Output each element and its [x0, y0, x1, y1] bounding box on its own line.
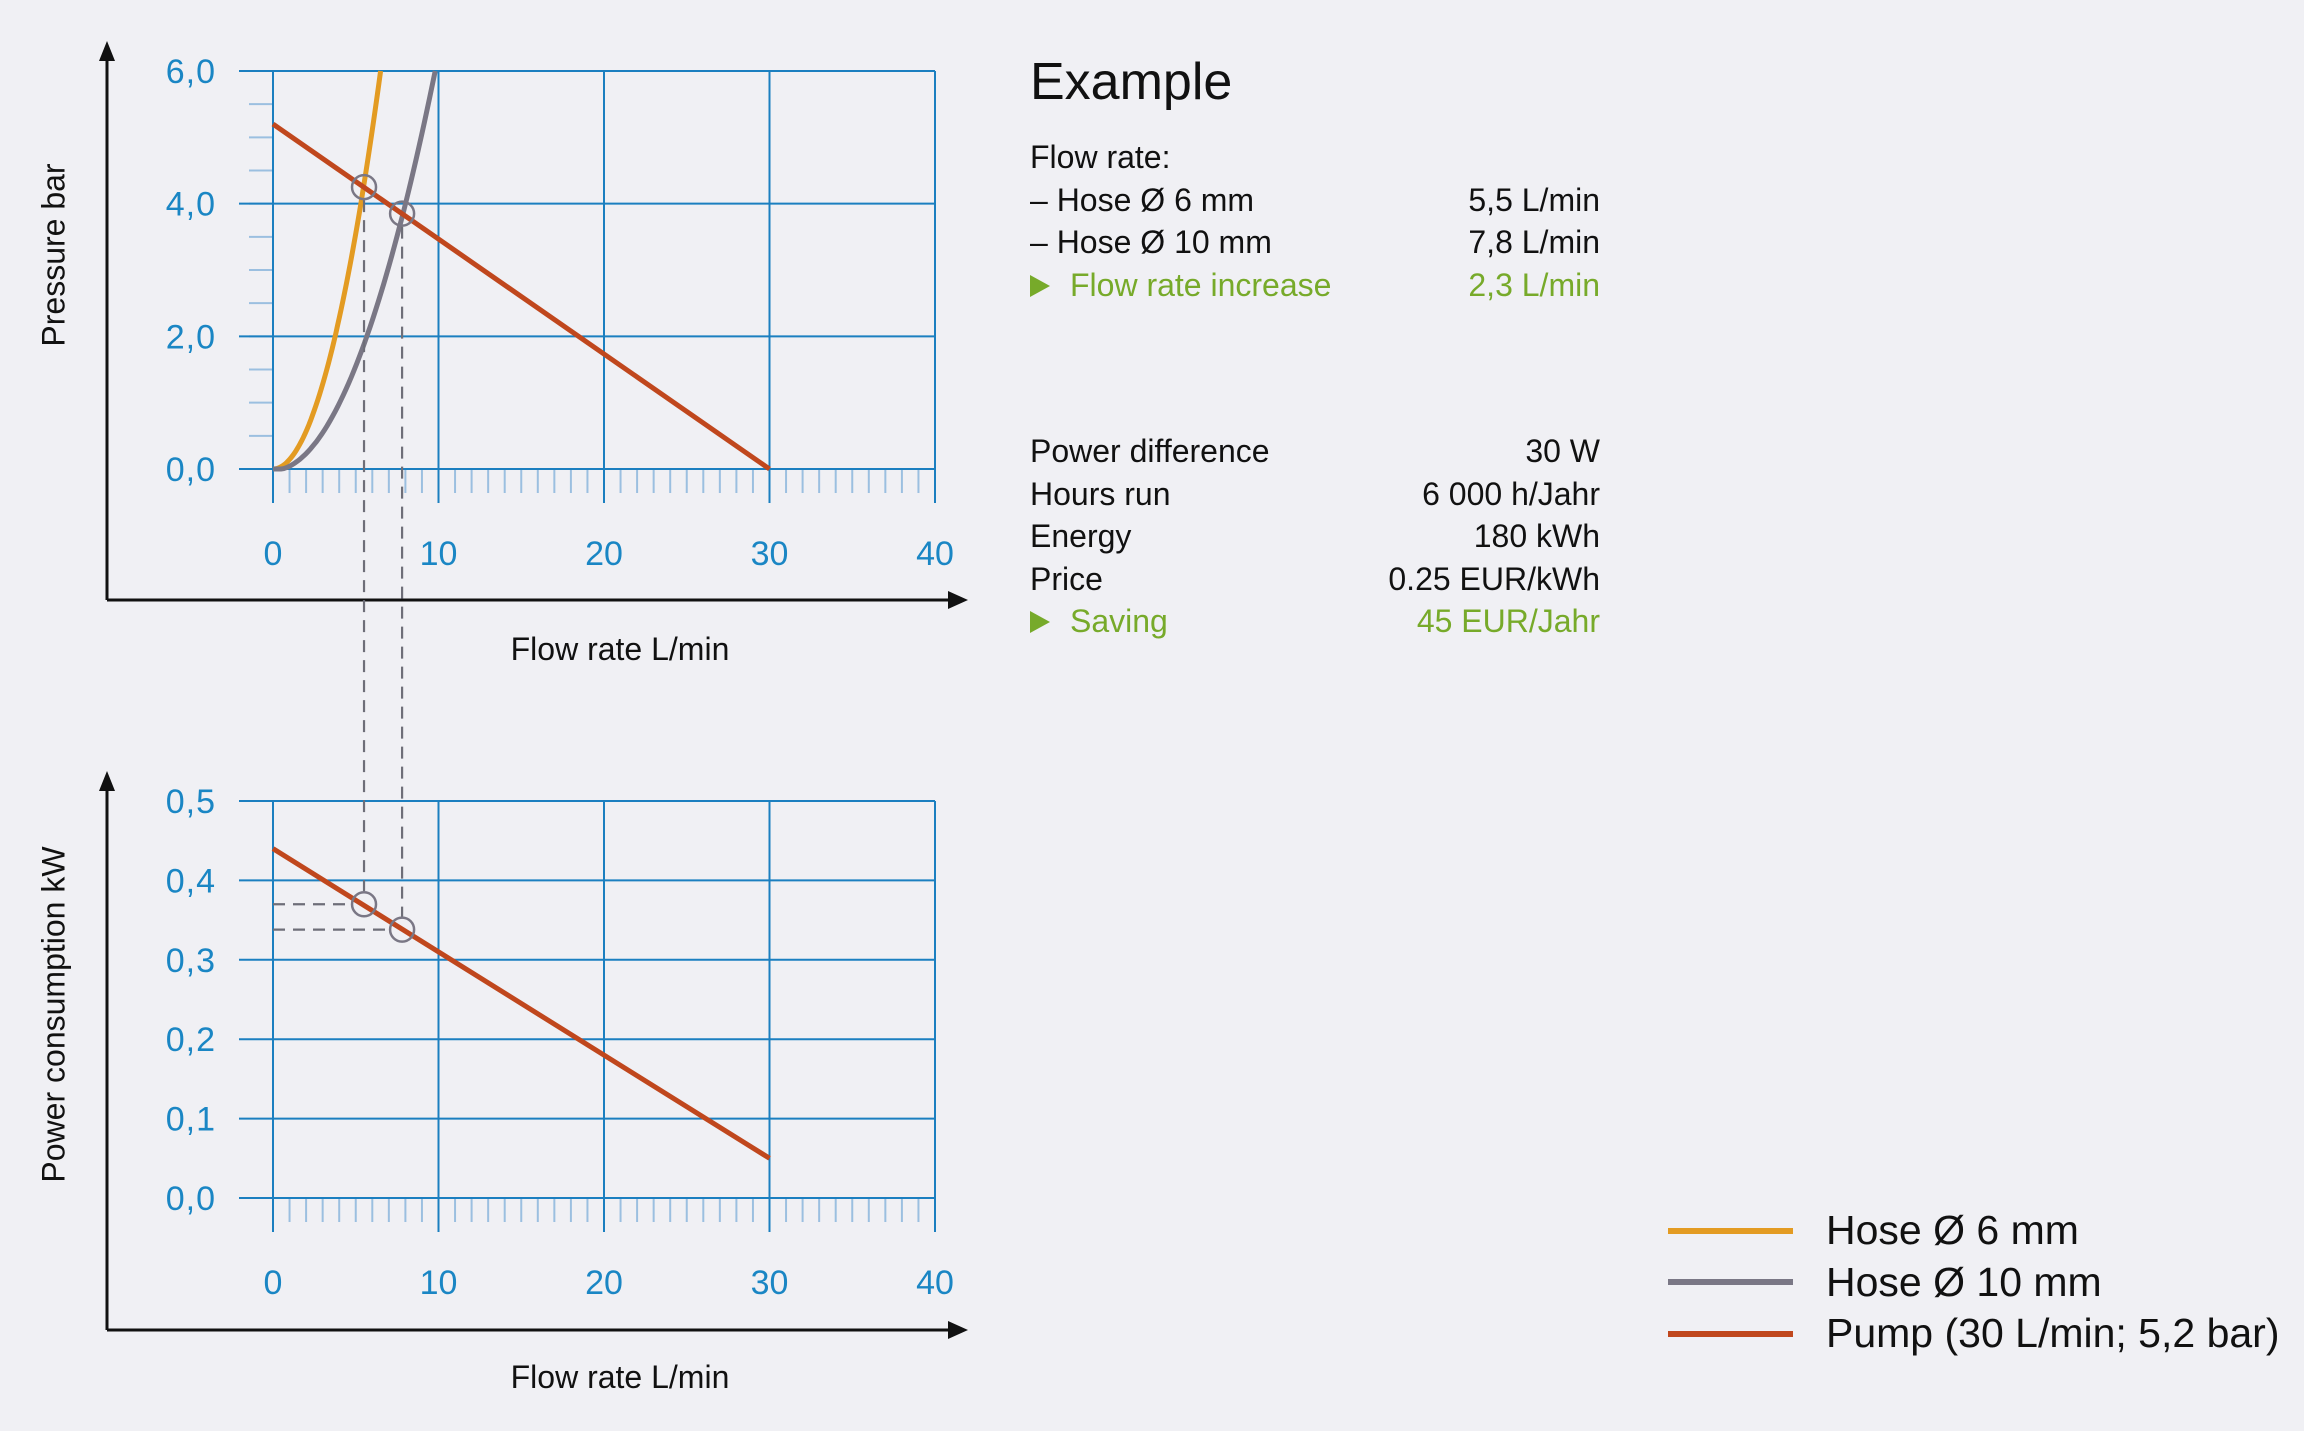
y-axis-arrow-icon	[99, 771, 115, 791]
y-axis-arrow-icon	[99, 41, 115, 61]
row-value: 30 W	[1525, 433, 1600, 469]
y-tick-label: 0,4	[166, 862, 216, 900]
row-value: 0.25 EUR/kWh	[1388, 560, 1600, 597]
flow-row: – Hose Ø 6 mm 5,5 L/min	[1030, 179, 1600, 222]
x-tick-label: 0	[264, 535, 283, 573]
y-tick-label: 0,3	[166, 942, 216, 980]
cost-result-row: Saving 45 EUR/Jahr	[1030, 600, 1600, 643]
legend-swatch	[1668, 1279, 1793, 1286]
x-tick-label: 10	[420, 1264, 458, 1302]
row-label: Hours run	[1030, 475, 1171, 512]
pump-line	[271, 122, 771, 472]
x-tick-label: 30	[751, 535, 789, 573]
legend-swatch	[1668, 1330, 1793, 1337]
y-tick-label: 6,0	[166, 53, 216, 91]
x-axis-label: Flow rate L/min	[511, 1359, 730, 1395]
flow-row: – Hose Ø 10 mm 7,8 L/min	[1030, 221, 1600, 264]
row-value: 7,8 L/min	[1468, 224, 1600, 260]
operating-point-marker	[350, 890, 378, 918]
flow-result-row: Flow rate increase 2,3 L/min	[1030, 264, 1600, 307]
operating-point-marker	[350, 173, 378, 201]
operating-point-marker	[388, 200, 416, 227]
row-value: 5,5 L/min	[1468, 181, 1600, 218]
y-tick-label: 0,0	[166, 1180, 216, 1218]
legend-label: Pump (30 L/min; 5,2 bar)	[1826, 1310, 2280, 1357]
legend-item-hose6: Hose Ø 6 mm	[1668, 1205, 2279, 1257]
row-label: Price	[1030, 560, 1103, 597]
row-label: – Hose Ø 10 mm	[1030, 224, 1272, 260]
legend-item-hose10: Hose Ø 10 mm	[1668, 1257, 2279, 1309]
cost-row: Price 0.25 EUR/kWh	[1030, 558, 1600, 601]
x-tick-label: 40	[916, 1264, 954, 1302]
legend-label: Hose Ø 6 mm	[1826, 1207, 2079, 1254]
cost-row: Power difference 30 W	[1030, 430, 1600, 473]
row-value: 180 kWh	[1473, 518, 1600, 554]
y-tick-label: 2,0	[166, 318, 216, 356]
legend-swatch	[1668, 1227, 1793, 1234]
row-label: Power difference	[1030, 433, 1270, 469]
x-axis-label: Flow rate L/min	[511, 631, 730, 667]
x-tick-label: 30	[751, 1264, 789, 1302]
x-tick-label: 10	[420, 535, 458, 573]
example-panel: Example Flow rate: – Hose Ø 6 mm 5,5 L/mi…	[1030, 50, 1600, 643]
legend-item-pump: Pump (30 L/min; 5,2 bar)	[1668, 1308, 2279, 1360]
row-label: Saving	[1070, 603, 1168, 639]
x-axis-arrow-icon	[948, 591, 968, 609]
arrow-right-icon	[1030, 274, 1050, 297]
pump-line	[271, 846, 771, 1161]
cost-row: Hours run 6 000 h/Jahr	[1030, 473, 1600, 516]
x-tick-label: 40	[916, 535, 954, 573]
example-title: Example	[1030, 53, 1233, 111]
flow-heading: Flow rate:	[1030, 136, 1600, 179]
row-value: 45 EUR/Jahr	[1416, 603, 1600, 639]
x-tick-label: 0	[264, 1264, 283, 1302]
row-value: 6 000 h/Jahr	[1422, 475, 1600, 512]
y-axis-label: Pressure bar	[35, 163, 71, 347]
x-axis-arrow-icon	[948, 1321, 968, 1339]
row-label: Energy	[1030, 518, 1132, 554]
flow-heading-label: Flow rate:	[1030, 139, 1171, 175]
hose10-curve	[273, 70, 438, 472]
y-tick-label: 4,0	[166, 186, 216, 224]
arrow-right-icon	[1030, 611, 1050, 633]
row-label: – Hose Ø 6 mm	[1030, 181, 1255, 218]
y-tick-label: 0,1	[166, 1101, 216, 1139]
y-axis-label: Power consumption kW	[35, 846, 71, 1183]
x-tick-label: 20	[585, 535, 623, 573]
row-label: Flow rate increase	[1070, 266, 1332, 303]
legend: Hose Ø 6 mm Hose Ø 10 mm Pump (30 L/min;…	[1668, 1205, 2279, 1360]
operating-point-marker	[388, 916, 416, 943]
y-tick-label: 0,5	[166, 783, 216, 821]
hose6-curve	[272, 70, 384, 472]
y-tick-label: 0,0	[166, 451, 216, 489]
row-value: 2,3 L/min	[1468, 266, 1600, 303]
cost-row: Energy 180 kWh	[1030, 515, 1600, 558]
x-tick-label: 20	[585, 1264, 623, 1302]
y-tick-label: 0,2	[166, 1021, 216, 1059]
legend-label: Hose Ø 10 mm	[1826, 1258, 2102, 1305]
